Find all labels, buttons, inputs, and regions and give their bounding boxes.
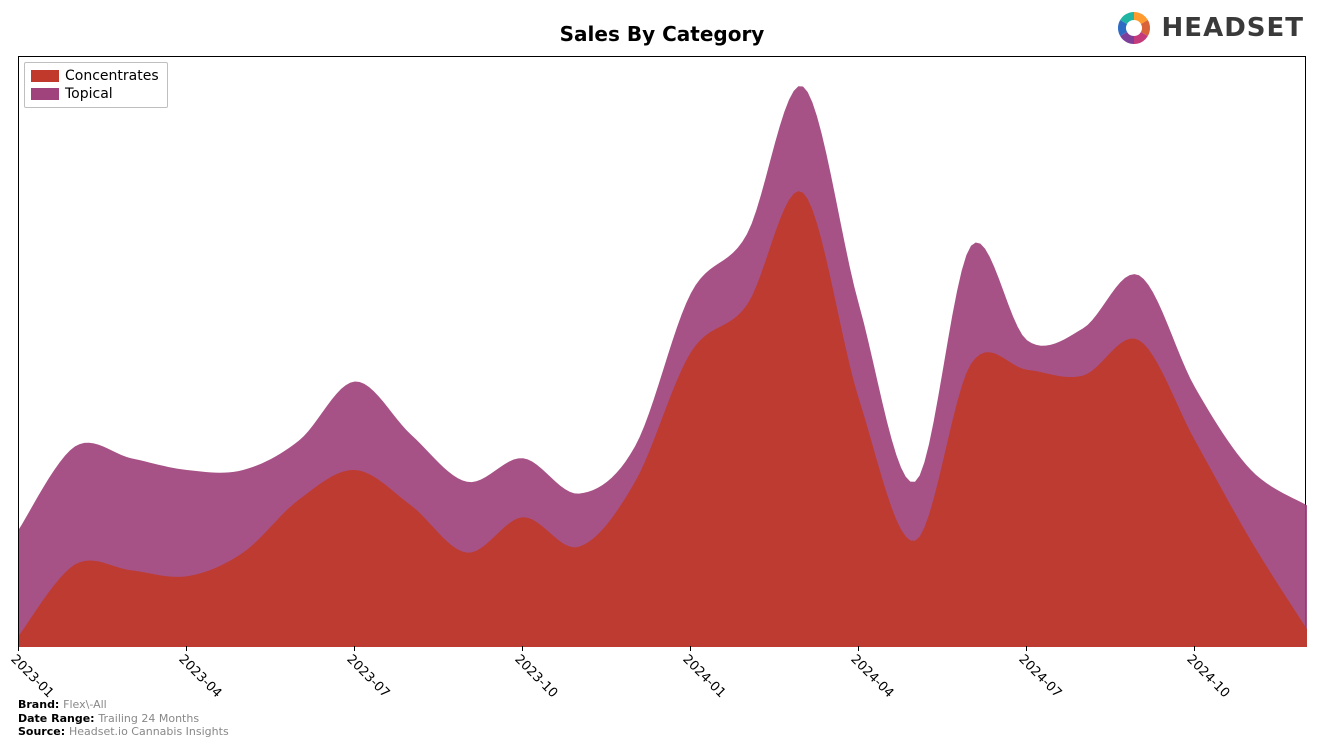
meta-row: Brand: Flex\-All: [18, 698, 229, 712]
x-tick-label: 2023-07: [343, 652, 392, 701]
x-tick-label: 2023-04: [175, 652, 224, 701]
x-tick-mark: [858, 646, 859, 651]
x-tick-mark: [1194, 646, 1195, 651]
x-tick-mark: [690, 646, 691, 651]
headset-logo: HEADSET: [1114, 8, 1304, 48]
x-tick-mark: [18, 646, 19, 651]
x-tick-mark: [522, 646, 523, 651]
legend-label: Concentrates: [65, 67, 159, 85]
x-tick-label: 2024-07: [1015, 652, 1064, 701]
meta-value: Headset.io Cannabis Insights: [69, 725, 229, 738]
legend-item-concentrates: Concentrates: [31, 67, 159, 85]
area-series-concentrates: [19, 191, 1307, 647]
chart-metadata: Brand: Flex\-AllDate Range: Trailing 24 …: [18, 698, 229, 739]
legend-swatch: [31, 88, 59, 100]
plot-area: [18, 56, 1306, 646]
meta-row: Source: Headset.io Cannabis Insights: [18, 725, 229, 739]
legend-label: Topical: [65, 85, 113, 103]
x-tick-label: 2024-01: [679, 652, 728, 701]
x-tick-mark: [354, 646, 355, 651]
meta-label: Brand:: [18, 698, 63, 711]
meta-row: Date Range: Trailing 24 Months: [18, 712, 229, 726]
meta-label: Date Range:: [18, 712, 98, 725]
meta-value: Flex\-All: [63, 698, 107, 711]
x-tick-label: 2023-01: [7, 652, 56, 701]
x-tick-label: 2023-10: [511, 652, 560, 701]
meta-label: Source:: [18, 725, 69, 738]
legend-item-topical: Topical: [31, 85, 159, 103]
x-tick-mark: [1026, 646, 1027, 651]
meta-value: Trailing 24 Months: [98, 712, 199, 725]
legend-swatch: [31, 70, 59, 82]
legend: ConcentratesTopical: [24, 62, 168, 108]
chart-root: Sales By Category HEADSET ConcentratesTo…: [0, 0, 1324, 745]
area-chart-svg: [19, 57, 1307, 647]
x-tick-mark: [186, 646, 187, 651]
x-tick-label: 2024-10: [1183, 652, 1232, 701]
headset-logo-icon: [1114, 8, 1154, 48]
headset-logo-text: HEADSET: [1162, 13, 1304, 43]
x-tick-label: 2024-04: [847, 652, 896, 701]
